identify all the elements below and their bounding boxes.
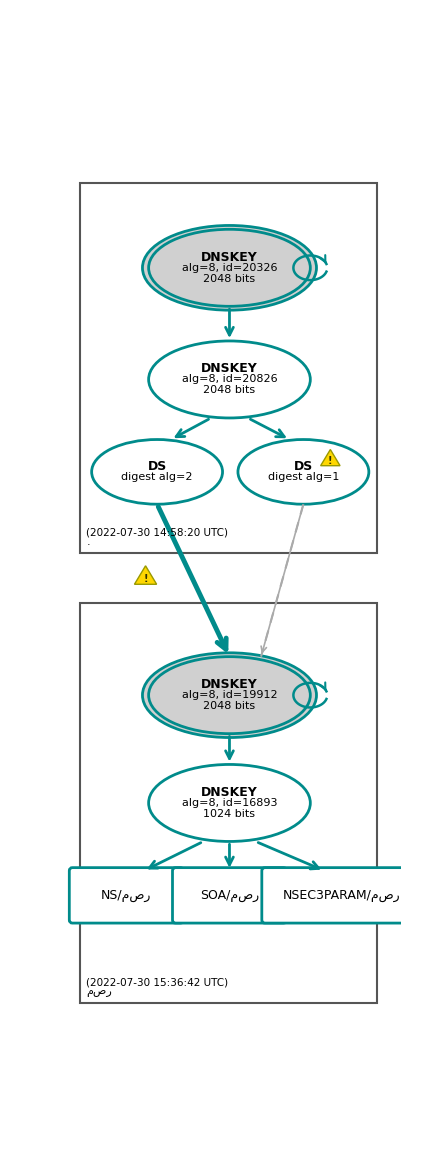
FancyBboxPatch shape (173, 868, 287, 923)
Text: NSEC3PARAM/مصر: NSEC3PARAM/مصر (283, 889, 401, 902)
Ellipse shape (148, 765, 310, 841)
Text: !: ! (143, 575, 148, 584)
Text: .: . (86, 536, 90, 547)
Text: 2048 bits: 2048 bits (203, 701, 256, 711)
Ellipse shape (143, 653, 316, 738)
FancyBboxPatch shape (69, 868, 183, 923)
Bar (80, 183, 376, 552)
Text: (2022-07-30 15:36:42 UTC): (2022-07-30 15:36:42 UTC) (86, 978, 228, 988)
Text: DNSKEY: DNSKEY (201, 678, 258, 691)
Text: DS: DS (148, 460, 167, 473)
Ellipse shape (143, 225, 316, 310)
Text: (2022-07-30 14:58:20 UTC): (2022-07-30 14:58:20 UTC) (86, 528, 228, 537)
Ellipse shape (148, 657, 310, 733)
Ellipse shape (148, 229, 310, 306)
Text: مصر: مصر (86, 986, 112, 997)
Text: 2048 bits: 2048 bits (203, 385, 256, 395)
Ellipse shape (238, 440, 369, 504)
Text: 2048 bits: 2048 bits (203, 273, 256, 284)
Bar (80, 603, 376, 1003)
Ellipse shape (92, 440, 223, 504)
FancyBboxPatch shape (262, 868, 422, 923)
Polygon shape (135, 565, 156, 584)
Text: DNSKEY: DNSKEY (201, 786, 258, 799)
Text: SOA/مصر: SOA/مصر (200, 889, 259, 902)
Text: DNSKEY: DNSKEY (201, 251, 258, 264)
Text: alg=8, id=19912: alg=8, id=19912 (181, 690, 277, 700)
Text: alg=8, id=20826: alg=8, id=20826 (181, 374, 277, 385)
Polygon shape (320, 449, 340, 466)
Text: digest alg=1: digest alg=1 (268, 473, 339, 482)
Text: alg=8, id=20326: alg=8, id=20326 (182, 263, 277, 273)
Text: !: ! (328, 456, 333, 467)
Ellipse shape (148, 341, 310, 418)
Text: DNSKEY: DNSKEY (201, 362, 258, 375)
Text: alg=8, id=16893: alg=8, id=16893 (182, 798, 277, 808)
Text: 1024 bits: 1024 bits (203, 808, 256, 819)
Text: DS: DS (294, 460, 313, 473)
Text: NS/مصر: NS/مصر (101, 889, 152, 902)
Text: digest alg=2: digest alg=2 (121, 473, 193, 482)
